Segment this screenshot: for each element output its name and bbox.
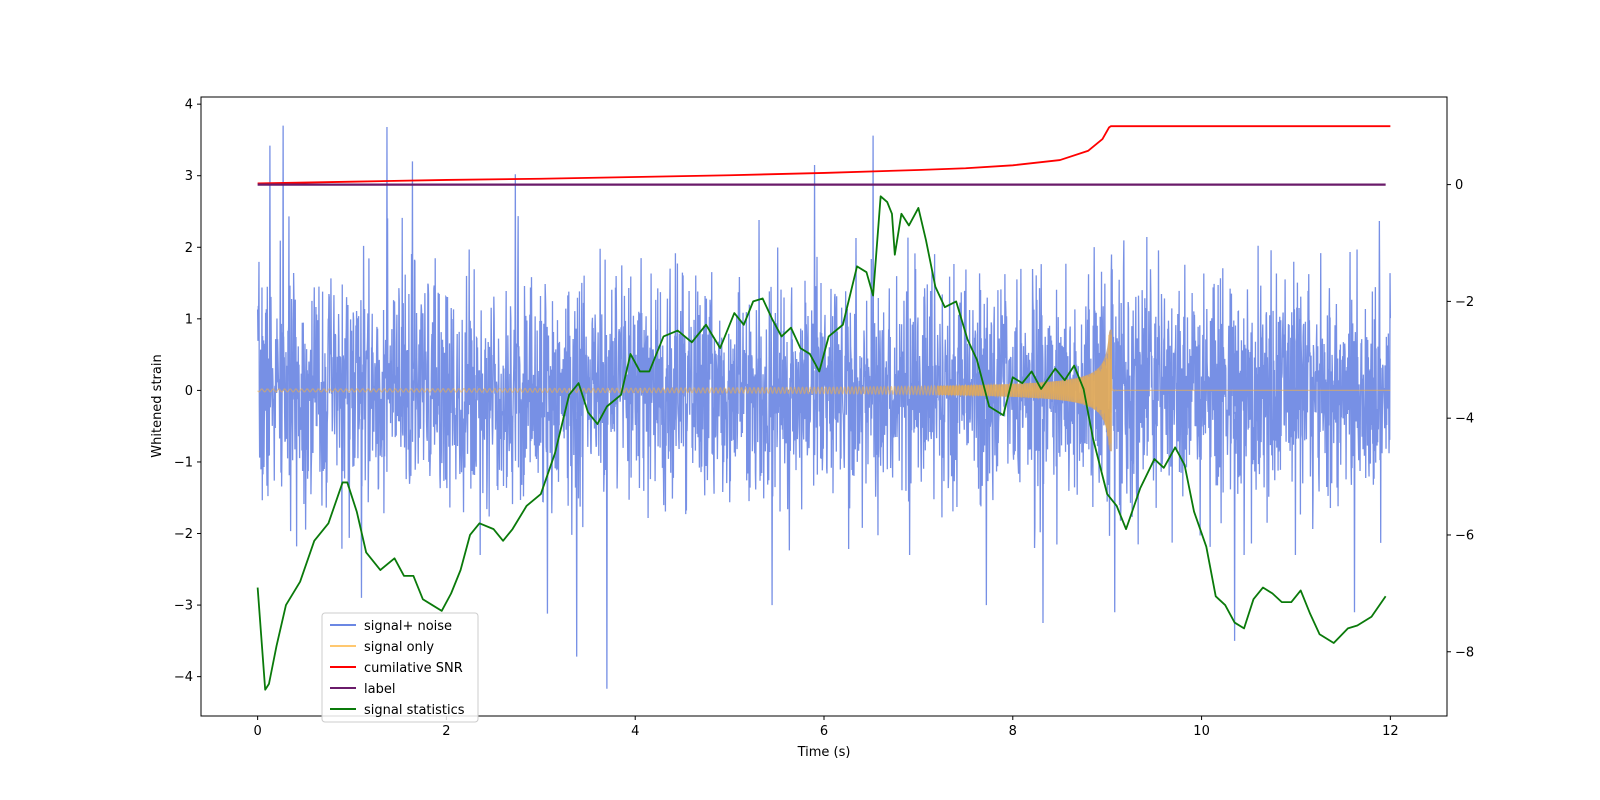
y-axis-label: Whitened strain xyxy=(150,354,165,457)
legend-entry: cumilative SNR xyxy=(364,661,463,676)
y-tick-label: 3 xyxy=(185,169,193,184)
legend-entry: signal statistics xyxy=(364,703,465,718)
y-right-tick-label: −2 xyxy=(1455,295,1474,310)
series-signal-statistics xyxy=(256,195,1387,691)
y-tick-label: 4 xyxy=(185,98,193,113)
legend-entry: label xyxy=(364,682,395,697)
series-signal-plus-noise xyxy=(256,125,1392,689)
y-tick-label: −2 xyxy=(174,527,193,542)
legend: signal+ noise signal only cumilative SNR la… xyxy=(321,612,479,723)
series-signal-only xyxy=(257,334,1391,446)
x-tick-label: 12 xyxy=(1382,724,1399,739)
y-right-tick-label: −4 xyxy=(1455,412,1474,427)
x-axis-label: Time (s) xyxy=(797,745,851,760)
x-tick-label: 6 xyxy=(820,724,828,739)
y-tick-label: 2 xyxy=(185,241,193,256)
x-tick-label: 10 xyxy=(1193,724,1210,739)
y-right-tick-label: −6 xyxy=(1455,528,1474,543)
series-cumulative-snr xyxy=(257,125,1391,185)
x-tick-label: 8 xyxy=(1009,724,1017,739)
x-tick-label: 2 xyxy=(442,724,450,739)
y-tick-label: −3 xyxy=(174,599,193,614)
x-tick-label: 4 xyxy=(631,724,639,739)
y-tick-label: 0 xyxy=(185,384,193,399)
y-right-tick-label: −8 xyxy=(1455,645,1474,660)
legend-box xyxy=(321,612,479,723)
y-tick-label: −1 xyxy=(174,455,193,470)
y-tick-label: −4 xyxy=(174,670,193,685)
x-tick-label: 0 xyxy=(253,724,261,739)
legend-entry: signal only xyxy=(364,640,434,655)
y-tick-label: 1 xyxy=(185,312,193,327)
y-right-tick-label: 0 xyxy=(1455,178,1463,193)
legend-entry: signal+ noise xyxy=(364,619,452,634)
